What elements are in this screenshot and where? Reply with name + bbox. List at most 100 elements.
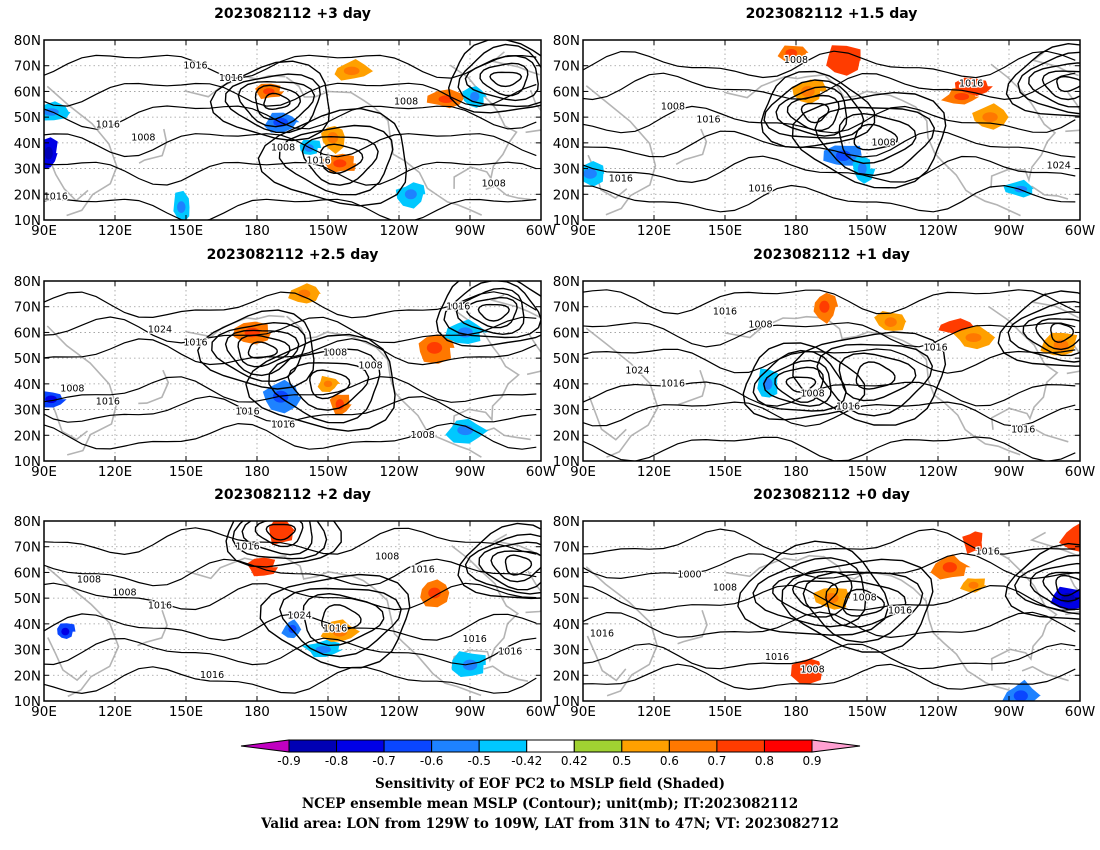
x-tick-label: 150W: [308, 223, 347, 239]
y-tick-label: 10N: [14, 694, 41, 710]
contour-label: 1016: [96, 396, 120, 407]
x-tick-label: 60W: [526, 223, 557, 239]
contour-label: 1016: [235, 407, 259, 418]
y-tick-label: 30N: [14, 643, 41, 659]
y-tick-label: 30N: [14, 162, 41, 178]
contour-label: 1016: [219, 73, 243, 84]
x-tick-label: 90W: [455, 704, 486, 720]
contour-label: 1008: [112, 588, 136, 599]
x-tick-label: 180: [244, 704, 270, 720]
contour-label: 1008: [60, 384, 84, 395]
y-tick-label: 70N: [553, 59, 580, 75]
y-tick-label: 80N: [14, 274, 41, 290]
y-tick-label: 60N: [14, 325, 41, 341]
x-tick-label: 90E: [31, 704, 57, 720]
contour-label: 1016: [44, 191, 68, 202]
colorbar-box: [573, 739, 623, 753]
colorbar: [240, 739, 861, 753]
colorbar-label: -0.8: [324, 754, 349, 768]
x-tick-label: 120W: [918, 223, 957, 239]
contour-label: 1008: [271, 143, 295, 154]
x-tick-label: 90W: [994, 704, 1025, 720]
x-tick-label: 120E: [637, 464, 671, 480]
x-tick-label: 120W: [379, 464, 418, 480]
x-tick-label: 150E: [169, 704, 203, 720]
x-tick-label: 150W: [308, 464, 347, 480]
x-tick-label: 120E: [98, 464, 132, 480]
x-tick-label: 150W: [847, 704, 886, 720]
x-tick-label: 150E: [169, 223, 203, 239]
contour-label: 1016: [924, 342, 948, 353]
contour-label: 1016: [271, 420, 295, 431]
contour-label: 1024: [288, 611, 312, 622]
y-tick-label: 40N: [14, 617, 41, 633]
contour-label: 1016: [713, 306, 737, 317]
colorbar-box: [478, 739, 528, 753]
x-tick-label: 150E: [708, 464, 742, 480]
contour-label: 1016: [696, 114, 720, 125]
contour-label: 1008: [375, 552, 399, 563]
colorbar-box: [383, 739, 433, 753]
x-tick-label: 60W: [526, 704, 557, 720]
colorbar-box: [668, 739, 718, 753]
x-tick-label: 120E: [98, 223, 132, 239]
y-tick-label: 40N: [553, 136, 580, 152]
contour-label: 1016: [235, 541, 259, 552]
x-tick-label: 60W: [1065, 704, 1096, 720]
y-tick-label: 60N: [553, 325, 580, 341]
contour-label: 1008: [394, 96, 418, 107]
x-tick-label: 120W: [918, 704, 957, 720]
x-tick-label: 60W: [1065, 464, 1096, 480]
colorbar-right-arrow: [811, 739, 861, 753]
y-tick-label: 20N: [553, 668, 580, 684]
contour-label: 1008: [784, 55, 808, 66]
y-tick-label: 50N: [553, 110, 580, 126]
footer-line-1: Sensitivity of EOF PC2 to MSLP field (Sh…: [374, 776, 726, 792]
contour-label: 1016: [748, 184, 772, 195]
colorbar-box: [621, 739, 670, 753]
panel-title: 2023082112 +3 day: [214, 6, 371, 22]
x-tick-label: 180: [783, 464, 809, 480]
colorbar-box: [288, 739, 338, 753]
y-tick-label: 50N: [553, 591, 580, 607]
contour-label: 1016: [446, 301, 470, 312]
y-tick-label: 80N: [553, 274, 580, 290]
y-tick-label: 70N: [14, 540, 41, 556]
map-panel: 1016 1016 1016 1016 1016 1008 1016 1024 1008 1016…: [14, 514, 557, 720]
contour-label: 1016: [148, 600, 172, 611]
colorbar-box: [336, 739, 385, 753]
contour-label: 1000: [677, 570, 701, 581]
y-tick-label: 40N: [553, 377, 580, 393]
x-tick-label: 90W: [455, 223, 486, 239]
y-tick-label: 70N: [553, 300, 580, 316]
colorbar-label: -0.9: [277, 754, 301, 768]
x-tick-label: 90E: [570, 704, 596, 720]
x-tick-label: 150E: [708, 223, 742, 239]
y-tick-label: 50N: [14, 591, 41, 607]
x-tick-label: 150W: [308, 704, 347, 720]
y-tick-label: 20N: [14, 187, 41, 203]
y-tick-label: 60N: [14, 84, 41, 100]
x-tick-label: 90E: [570, 464, 596, 480]
x-tick-label: 120W: [379, 704, 418, 720]
colorbar-label: 0.8: [754, 754, 774, 768]
y-tick-label: 40N: [553, 617, 580, 633]
x-tick-label: 180: [244, 464, 270, 480]
x-tick-label: 90W: [994, 464, 1025, 480]
colorbar-label: -0.7: [372, 754, 396, 768]
contour-label: 1016: [590, 629, 614, 640]
y-tick-label: 70N: [553, 540, 580, 556]
contour-label: 1008: [482, 179, 506, 190]
panel-title: 2023082112 +0 day: [753, 487, 910, 503]
y-tick-label: 50N: [14, 110, 41, 126]
colorbar-label: -0.5: [467, 754, 491, 768]
y-tick-label: 10N: [14, 454, 41, 470]
y-tick-label: 60N: [553, 565, 580, 581]
contour-label: 1016: [959, 78, 983, 89]
colorbar-label: 0.6: [659, 754, 679, 768]
x-tick-label: 120W: [918, 464, 957, 480]
colorbar-left-arrow: [240, 739, 290, 753]
y-tick-label: 40N: [14, 377, 41, 393]
footer-line-3: Valid area: LON from 129W to 109W, LAT f…: [261, 816, 839, 832]
